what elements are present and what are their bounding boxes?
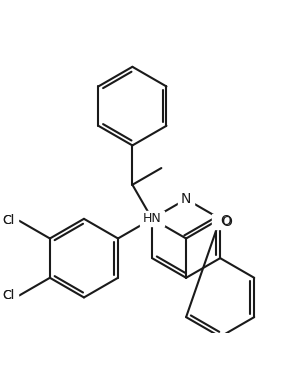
Text: Cl: Cl [3,214,15,227]
Text: Cl: Cl [3,289,15,302]
Bar [178,191,194,207]
Bar [140,211,164,226]
Text: N: N [181,192,191,206]
Text: Cl: Cl [3,214,15,227]
Text: HN: HN [143,212,161,225]
Bar [212,214,230,229]
Bar [0,213,18,229]
Bar [0,287,18,304]
Text: O: O [222,215,233,229]
Text: Cl: Cl [3,289,15,302]
Text: O: O [220,214,231,228]
